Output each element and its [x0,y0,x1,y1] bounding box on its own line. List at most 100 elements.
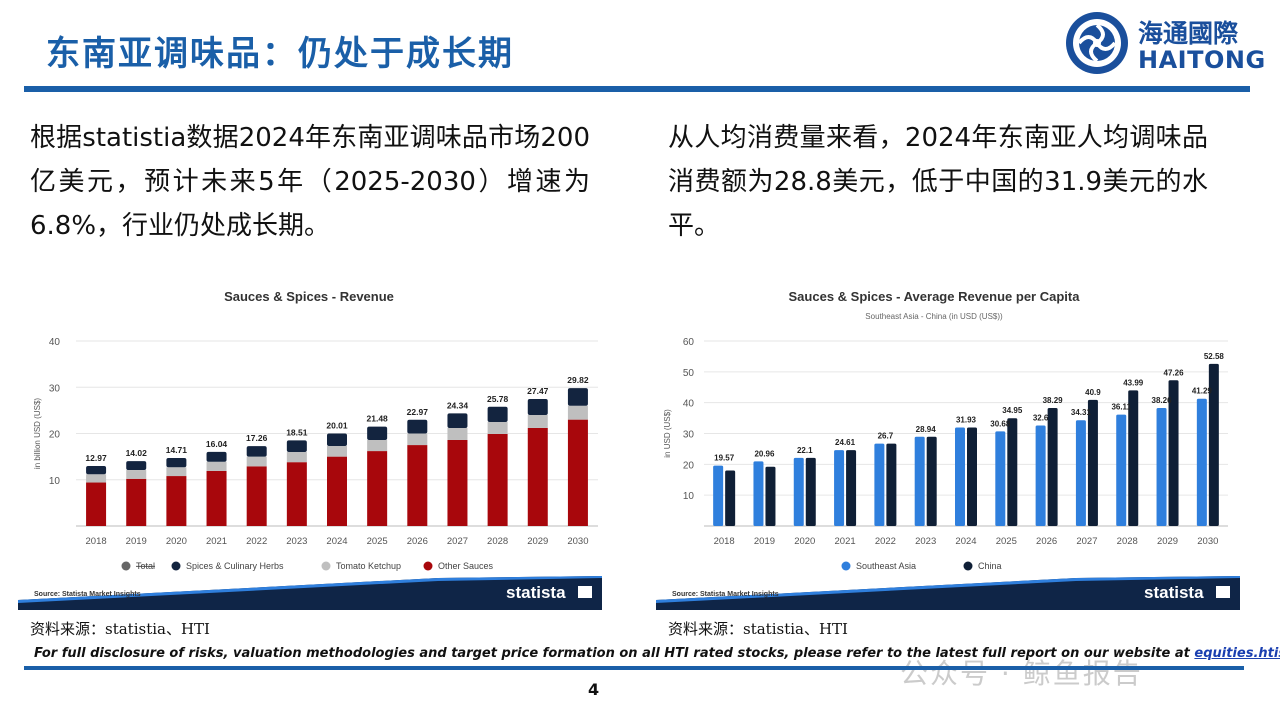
legend-swatch [171,561,181,571]
statista-band [656,576,1240,610]
y-axis-label: in USD (US$) [663,409,672,458]
y-axis-label: in billion USD (US$) [33,398,42,469]
y-tick-label: 60 [683,337,695,348]
bar-tomato-ketchup [246,456,267,467]
x-tick-label: 2019 [126,536,147,547]
legend-label: China [978,561,1002,571]
bar-southeast-asia [1116,414,1127,526]
data-label: 22.1 [797,446,813,455]
total-data-label: 21.48 [367,414,389,424]
bar-spices-culinary-herbs [367,426,388,440]
bar-other-sauces [286,462,307,526]
y-tick-label: 30 [683,430,695,441]
legend-swatch [963,561,973,571]
bar-china [1208,363,1219,526]
bar-southeast-asia [955,427,965,526]
total-data-label: 20.01 [326,420,348,430]
disclaimer-link[interactable]: equities.htisec.com [1194,646,1280,661]
x-tick-label: 2025 [367,536,388,547]
chart-title: Sauces & Spices - Revenue [224,289,394,304]
data-label: 19.57 [714,454,735,463]
statista-band-accent [18,576,602,603]
haitong-emblem-icon [1066,12,1128,74]
x-tick-label: 2029 [527,536,548,547]
data-label: 30.68 [990,419,1011,428]
per-capita-chart: Sauces & Spices - Average Revenue per Ca… [656,278,1240,610]
bar-other-sauces [567,419,588,526]
bar-china [1047,407,1058,526]
logo-english-name: HAITONG [1138,46,1266,74]
source-note-left: 资料来源：statistia、HTI [30,620,210,638]
per-capita-chart-svg: Sauces & Spices - Average Revenue per Ca… [656,289,1240,610]
bar-other-sauces [527,427,548,526]
legend-label: Spices & Culinary Herbs [186,561,284,571]
revenue-chart: Sauces & Spices - Revenue 10 20 30 40 in bill… [18,278,602,610]
bar-other-sauces [166,476,187,526]
legend-label: Total [136,561,155,571]
statista-brand-label: statista [1144,583,1204,602]
data-label: 31.93 [956,416,977,425]
bar-other-sauces [407,445,428,526]
data-label: 32.6 [1033,413,1049,422]
bar-tomato-ketchup [567,405,588,420]
bar-china [967,427,977,526]
bar-tomato-ketchup [487,421,508,434]
x-tick-label: 2023 [286,536,307,547]
data-label: 40.9 [1085,388,1101,397]
bar-other-sauces [327,456,347,526]
chart-subtitle: Southeast Asia - China (in USD (US$)) [865,312,1003,321]
data-label: 41.29 [1192,387,1213,396]
x-tick-label: 2021 [206,536,227,547]
y-tick-label: 40 [49,337,61,348]
bar-spices-culinary-herbs [166,457,187,468]
legend-label: Southeast Asia [856,561,916,571]
y-tick-label: 10 [683,491,695,502]
bar-spices-culinary-herbs [286,440,307,452]
y-tick-label: 20 [49,430,61,441]
x-tick-label: 2028 [487,536,508,547]
bar-china [805,457,816,526]
bar-china [926,436,937,526]
data-label: 47.26 [1164,368,1185,377]
x-tick-label: 2021 [835,536,856,547]
x-tick-label: 2020 [794,536,815,547]
bar-other-sauces [367,451,388,526]
bar-tomato-ketchup [327,445,347,457]
x-tick-label: 2020 [166,536,187,547]
x-tick-label: 2030 [1197,536,1218,547]
data-label: 52.58 [1204,352,1225,361]
bar-other-sauces [86,482,107,526]
disclaimer: For full disclosure of risks, valuation … [34,646,1280,661]
bar-china [1128,390,1139,526]
page-title: 东南亚调味品：仍处于成长期 [46,34,514,74]
bar-southeast-asia [914,436,925,526]
y-tick-label: 10 [49,476,61,487]
bar-southeast-asia [1196,398,1207,526]
logo-chinese-name: 海通國際 [1138,19,1239,48]
bar-tomato-ketchup [407,433,428,446]
data-label: 36.11 [1111,403,1131,412]
bar-southeast-asia [1156,408,1167,526]
bar-tomato-ketchup [527,415,548,428]
x-tick-label: 2024 [955,536,976,547]
x-tick-label: 2025 [996,536,1017,547]
x-tick-label: 2022 [875,536,896,547]
bar-southeast-asia [1075,420,1086,526]
y-tick-label: 20 [683,460,695,471]
bar-china [846,450,857,526]
data-label: 38.26 [1152,396,1173,405]
total-data-label: 25.78 [487,394,509,404]
statista-brand-icon [578,586,592,598]
bar-china [1168,380,1179,526]
x-tick-label: 2026 [407,536,428,547]
bar-tomato-ketchup [367,439,388,452]
total-data-label: 14.71 [166,445,188,455]
total-data-label: 22.97 [407,407,429,417]
bar-spices-culinary-herbs [567,388,588,406]
total-data-label: 29.82 [567,375,589,385]
bar-tomato-ketchup [286,452,307,463]
total-data-label: 14.02 [126,448,148,458]
statista-brand-icon [1216,586,1230,598]
bar-spices-culinary-herbs [447,413,468,428]
